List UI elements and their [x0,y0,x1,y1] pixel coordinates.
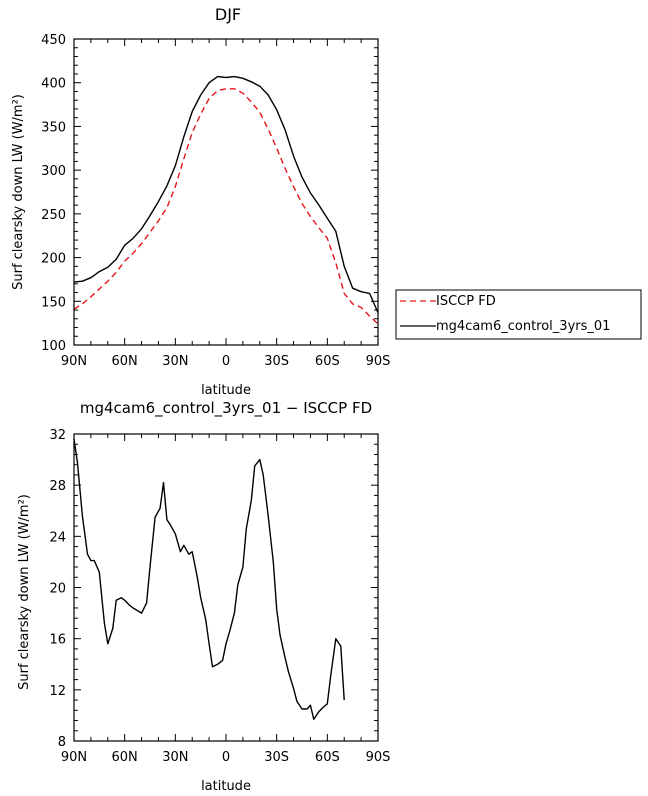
y-tick-label: 200 [41,252,66,267]
y-tick-label: 250 [41,208,66,223]
top-chart-axes: 90N 60N 30N 0 30S 60S 90S 100 150 200 250 300 350 400… [41,33,390,369]
top-chart-series [73,75,379,325]
y-tick-label: 32 [49,428,66,443]
y-tick-label: 24 [49,530,66,545]
y-tick-label: 450 [41,33,66,48]
series-line-mg4cam6-control-3yrs-01 [73,75,379,313]
top-chart-title: DJF [215,5,241,24]
x-tick-label: 60N [112,750,138,765]
x-tick-label: 0 [222,354,230,369]
bottom-chart: mg4cam6_control_3yrs_01 − ISCCP FD 90N 60… [17,399,390,794]
bottom-chart-axes: 90N 60N 30N 0 30S 60S 90S 8 12 16 20 24 28 32 [49,428,390,765]
x-tick-label: 30S [264,354,289,369]
y-tick-label: 100 [41,339,66,354]
bottom-chart-y-axis-label: Surf clearsky down LW (W/m²) [17,494,32,690]
bottom-chart-frame [73,433,379,742]
y-tick-label: 16 [49,633,66,648]
series-line-isccp-fd [73,88,379,325]
x-tick-label: 90N [61,354,87,369]
top-chart-y-axis-label: Surf clearsky down LW (W/m²) [11,94,26,290]
x-tick-label: 90S [366,354,391,369]
top-chart-x-axis-label: latitude [201,383,251,398]
x-tick-label: 30N [162,750,188,765]
y-tick-label: 8 [58,735,66,750]
bottom-chart-series [73,438,345,720]
legend-box [395,289,642,340]
top-chart-legend: ISCCP FD mg4cam6_control_3yrs_01 [395,289,642,340]
y-tick-label: 150 [41,295,66,310]
x-tick-label: 90S [366,750,391,765]
y-tick-label: 400 [41,77,66,92]
x-tick-label: 60S [315,354,340,369]
legend-label-isccp: ISCCP FD [436,294,496,309]
y-tick-label: 350 [41,120,66,135]
y-tick-label: 300 [41,164,66,179]
bottom-chart-x-axis-label: latitude [201,779,251,794]
y-tick-label: 20 [49,582,66,597]
top-chart: DJF 90N 60N 30N 0 30S 60S 90S 100 150 200 250 300 35… [11,5,642,398]
x-tick-label: 90N [61,750,87,765]
top-chart-frame [73,38,379,346]
x-tick-label: 30N [162,354,188,369]
legend-label-model: mg4cam6_control_3yrs_01 [436,319,610,334]
y-tick-label: 28 [49,479,66,494]
y-tick-label: 12 [49,684,66,699]
x-tick-label: 60S [315,750,340,765]
x-tick-label: 30S [264,750,289,765]
series-line-panel2-difference [73,438,345,720]
x-tick-label: 60N [112,354,138,369]
bottom-chart-title: mg4cam6_control_3yrs_01 − ISCCP FD [80,399,372,418]
x-tick-label: 0 [222,750,230,765]
